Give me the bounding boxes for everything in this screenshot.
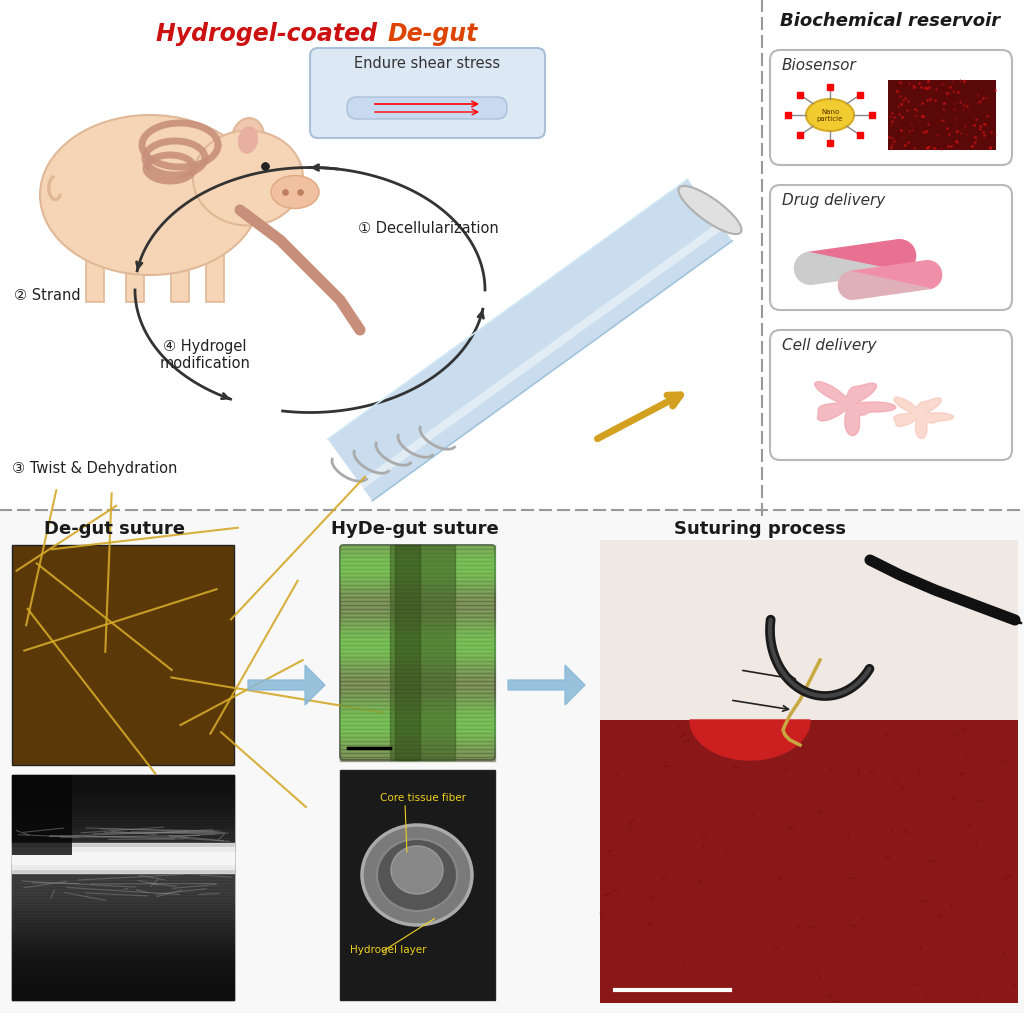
Bar <box>600 540 1018 720</box>
Ellipse shape <box>231 119 264 158</box>
Polygon shape <box>248 665 325 705</box>
Bar <box>12 775 234 1000</box>
Bar <box>86 252 104 302</box>
Ellipse shape <box>806 99 854 131</box>
Ellipse shape <box>238 126 258 154</box>
Polygon shape <box>894 397 953 439</box>
FancyBboxPatch shape <box>340 545 495 760</box>
Ellipse shape <box>40 115 260 275</box>
Bar <box>12 775 72 855</box>
Polygon shape <box>815 382 896 436</box>
Text: Hydrogel layer: Hydrogel layer <box>350 945 427 955</box>
Text: Suturing process: Suturing process <box>674 520 846 538</box>
Text: ④ Hydrogel
modification: ④ Hydrogel modification <box>160 338 251 371</box>
Polygon shape <box>328 179 732 500</box>
Ellipse shape <box>391 846 443 894</box>
Text: Cell delivery: Cell delivery <box>782 338 877 353</box>
FancyBboxPatch shape <box>347 97 507 119</box>
Text: Core tissue fiber: Core tissue fiber <box>380 793 466 803</box>
Ellipse shape <box>271 175 319 209</box>
Text: Hydrogel-coated: Hydrogel-coated <box>156 22 385 46</box>
Text: Nano
particle: Nano particle <box>817 108 843 122</box>
Text: De-gut suture: De-gut suture <box>44 520 185 538</box>
Text: ② Strand: ② Strand <box>14 288 81 303</box>
Text: HyDe-gut suture: HyDe-gut suture <box>331 520 499 538</box>
Polygon shape <box>508 665 585 705</box>
Bar <box>12 545 234 765</box>
FancyBboxPatch shape <box>770 185 1012 310</box>
Bar <box>0 510 1024 1013</box>
Text: Endure shear stress: Endure shear stress <box>354 56 500 71</box>
Text: ③ Twist & Dehydration: ③ Twist & Dehydration <box>12 461 177 475</box>
Bar <box>126 252 144 302</box>
Polygon shape <box>850 260 942 289</box>
Bar <box>171 252 189 302</box>
Polygon shape <box>839 271 930 299</box>
FancyBboxPatch shape <box>770 50 1012 165</box>
Text: Drug delivery: Drug delivery <box>782 193 886 208</box>
Text: Biosensor: Biosensor <box>782 58 857 73</box>
Text: De-gut: De-gut <box>387 22 477 46</box>
Ellipse shape <box>377 839 457 911</box>
Bar <box>340 770 495 1000</box>
Bar <box>600 540 1018 1003</box>
Polygon shape <box>795 252 902 285</box>
Polygon shape <box>690 720 810 760</box>
Bar <box>206 252 224 302</box>
Text: Biochemical reservoir: Biochemical reservoir <box>780 12 1000 30</box>
FancyBboxPatch shape <box>310 48 545 138</box>
Polygon shape <box>808 240 915 271</box>
Ellipse shape <box>362 825 472 925</box>
Bar <box>600 720 1018 1003</box>
Bar <box>0 0 1024 510</box>
Ellipse shape <box>193 131 303 226</box>
Text: ① Decellularization: ① Decellularization <box>358 221 499 235</box>
Ellipse shape <box>679 186 741 234</box>
FancyBboxPatch shape <box>770 330 1012 460</box>
Bar <box>888 80 996 150</box>
